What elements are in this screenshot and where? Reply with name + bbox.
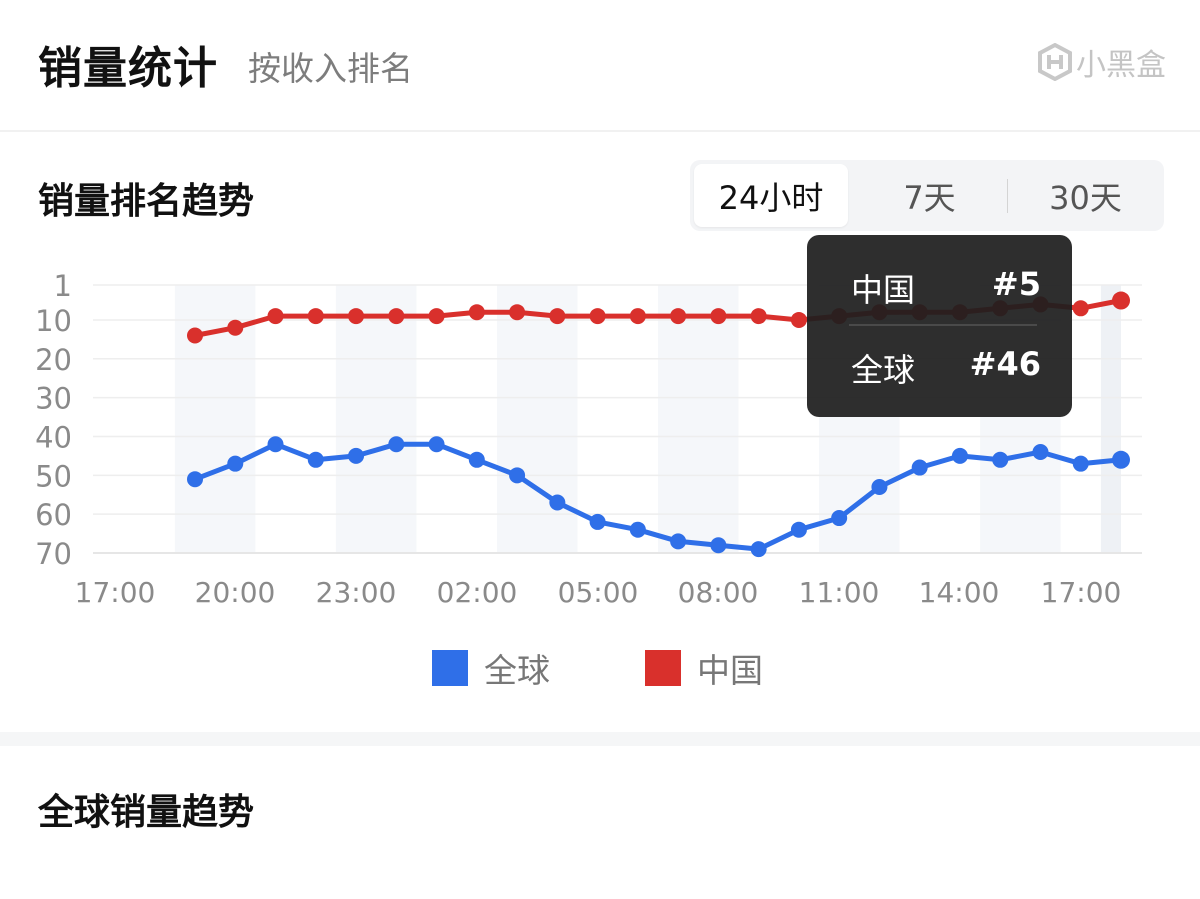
legend-swatch — [645, 650, 681, 686]
china-data-point — [509, 304, 526, 321]
x-tick-label: 08:00 — [678, 576, 759, 609]
x-tick-label: 05:00 — [558, 576, 639, 609]
tab-7d[interactable]: 7天 — [903, 178, 956, 217]
tooltip-value: #46 — [969, 345, 1041, 383]
global-data-point — [589, 513, 606, 530]
global-data-point — [951, 447, 968, 464]
chart-band — [496, 285, 578, 553]
y-tick-label: 30 — [35, 382, 72, 416]
y-tick-label: 50 — [35, 459, 72, 493]
global-section-title: 全球销量趋势 — [38, 792, 255, 833]
x-tick-label: 02:00 — [437, 576, 518, 609]
page-subtitle: 按收入排名 — [248, 49, 413, 88]
global-data-point — [307, 451, 324, 468]
legend-label: 全球 — [484, 651, 550, 690]
tooltip-row-china: 中国 #5 — [851, 265, 1041, 311]
x-tick-label: 20:00 — [195, 576, 276, 609]
global-data-point — [790, 521, 807, 538]
china-data-point — [1112, 291, 1130, 310]
chart-tooltip: 中国 #5 全球 #46 — [807, 235, 1072, 417]
page-header: 销量统计 按收入排名 小黑盒 — [0, 0, 1200, 130]
global-data-point — [911, 459, 928, 476]
x-tick-label: 17:00 — [75, 576, 156, 609]
heybox-logo-icon — [1038, 43, 1072, 81]
china-data-point — [549, 308, 566, 325]
global-data-point — [831, 510, 848, 527]
global-data-point — [670, 533, 687, 550]
global-data-point — [267, 436, 284, 453]
global-data-point — [348, 447, 365, 464]
global-data-point — [1112, 450, 1130, 469]
chart-band — [1100, 285, 1121, 553]
x-tick-label: 17:00 — [1041, 576, 1122, 609]
china-data-point — [750, 308, 767, 325]
y-tick-label: 40 — [35, 420, 72, 454]
global-data-point — [1072, 455, 1089, 472]
legend-swatch — [432, 650, 468, 686]
page-title: 销量统计 — [38, 43, 218, 94]
global-data-point — [871, 478, 888, 495]
tooltip-value: #5 — [991, 265, 1041, 303]
china-data-point — [348, 308, 365, 325]
tab-separator — [1007, 178, 1008, 213]
china-data-point — [428, 308, 445, 325]
y-tick-label: 20 — [35, 343, 72, 377]
legend-item-china[interactable]: 中国 — [645, 644, 763, 692]
china-data-point — [790, 311, 807, 328]
legend-item-global[interactable]: 全球 — [432, 644, 550, 692]
tab-24h[interactable]: 24小时 — [694, 164, 848, 227]
china-data-point — [227, 319, 244, 336]
tab-30d[interactable]: 30天 — [1049, 178, 1122, 217]
global-data-point — [992, 451, 1009, 468]
global-data-point — [549, 494, 566, 511]
global-data-point — [1032, 444, 1049, 461]
global-data-point — [468, 451, 485, 468]
brand-logo-text: 小黑盒 — [1076, 48, 1166, 83]
global-data-point — [750, 541, 767, 558]
china-data-point — [307, 308, 324, 325]
x-tick-label: 11:00 — [799, 576, 880, 609]
global-data-point — [629, 521, 646, 538]
brand-logo: 小黑盒 — [1038, 40, 1166, 84]
tooltip-label: 全球 — [851, 351, 916, 389]
global-data-point — [388, 436, 405, 453]
rank-section-title: 销量排名趋势 — [38, 181, 255, 222]
china-data-point — [1072, 300, 1089, 317]
chart-band — [335, 285, 417, 553]
section-gap — [0, 732, 1200, 746]
tooltip-row-global: 全球 #46 — [851, 345, 1041, 391]
x-tick-label: 23:00 — [316, 576, 397, 609]
chart-band — [658, 285, 739, 553]
china-data-point — [670, 308, 687, 325]
y-tick-label: 10 — [35, 304, 72, 338]
china-data-point — [468, 304, 485, 321]
y-tick-label: 60 — [35, 498, 72, 532]
china-data-point — [710, 308, 727, 325]
global-data-point — [187, 471, 203, 488]
china-data-point — [629, 308, 646, 325]
y-tick-label: 1 — [54, 269, 72, 303]
global-data-point — [227, 455, 244, 472]
time-range-tabs: 24小时 7天 30天 — [690, 160, 1164, 231]
china-data-point — [388, 308, 405, 325]
global-data-point — [710, 537, 727, 554]
legend-label: 中国 — [697, 651, 763, 690]
tooltip-divider — [849, 324, 1037, 326]
china-data-point — [267, 308, 284, 325]
china-data-point — [589, 308, 606, 325]
china-data-point — [187, 327, 203, 344]
header-divider — [0, 130, 1200, 132]
y-tick-label: 70 — [35, 537, 72, 571]
global-data-point — [509, 467, 526, 484]
tooltip-label: 中国 — [851, 271, 916, 309]
global-data-point — [428, 436, 445, 453]
x-tick-label: 14:00 — [919, 576, 1000, 609]
